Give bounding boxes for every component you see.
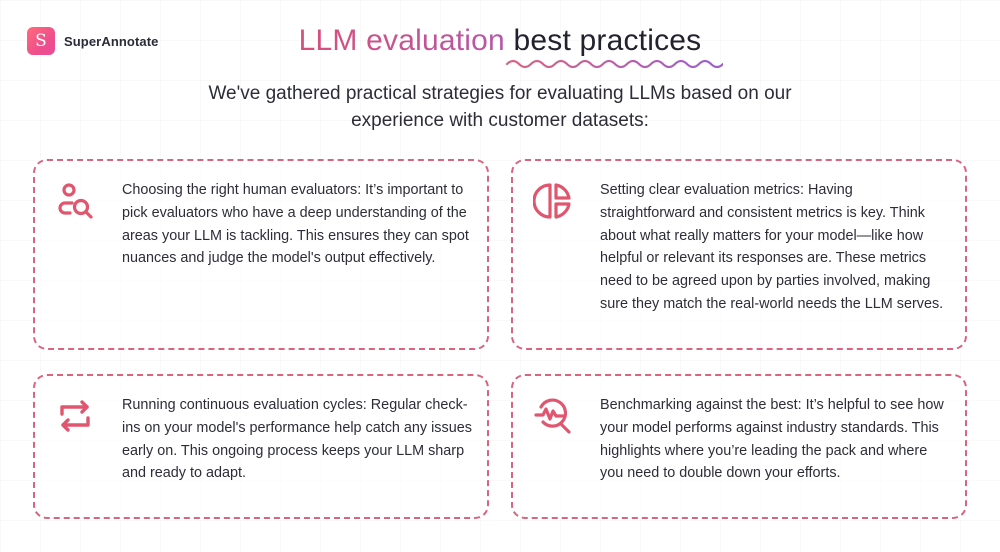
page-subtitle: We've gathered practical strategies for … [0, 80, 1000, 134]
squiggle-underline-icon [505, 59, 723, 69]
card-text: Benchmarking against the best: It’s help… [600, 397, 944, 482]
card-benchmarking: Benchmarking against the best: It’s help… [511, 374, 967, 519]
subtitle-line-1: We've gathered practical strategies for … [208, 83, 792, 104]
card-text: Setting clear evaluation metrics: Having… [600, 182, 944, 312]
benchmark-search-icon [534, 398, 571, 434]
title-accent: LLM evaluation [298, 24, 505, 57]
brand-name: SuperAnnotate [64, 33, 159, 49]
brand-logo[interactable]: S SuperAnnotate [27, 27, 158, 55]
repeat-arrows-icon [60, 400, 90, 432]
card-text: Choosing the right human evaluators: It’… [122, 182, 469, 267]
card-text: Running continuous evaluation cycles: Re… [122, 397, 472, 482]
title-rest: best practices [513, 24, 702, 57]
page-title: LLM evaluation best practices [0, 24, 1000, 58]
card-evaluation-metrics: Setting clear evaluation metrics: Having… [511, 159, 967, 350]
pie-chart-icon [533, 183, 571, 219]
superannotate-logo-icon: S [27, 27, 55, 55]
card-human-evaluators: Choosing the right human evaluators: It’… [33, 159, 489, 350]
subtitle-line-2: experience with customer datasets: [351, 110, 649, 131]
card-continuous-evaluation: Running continuous evaluation cycles: Re… [33, 374, 489, 519]
user-search-icon [58, 183, 93, 219]
